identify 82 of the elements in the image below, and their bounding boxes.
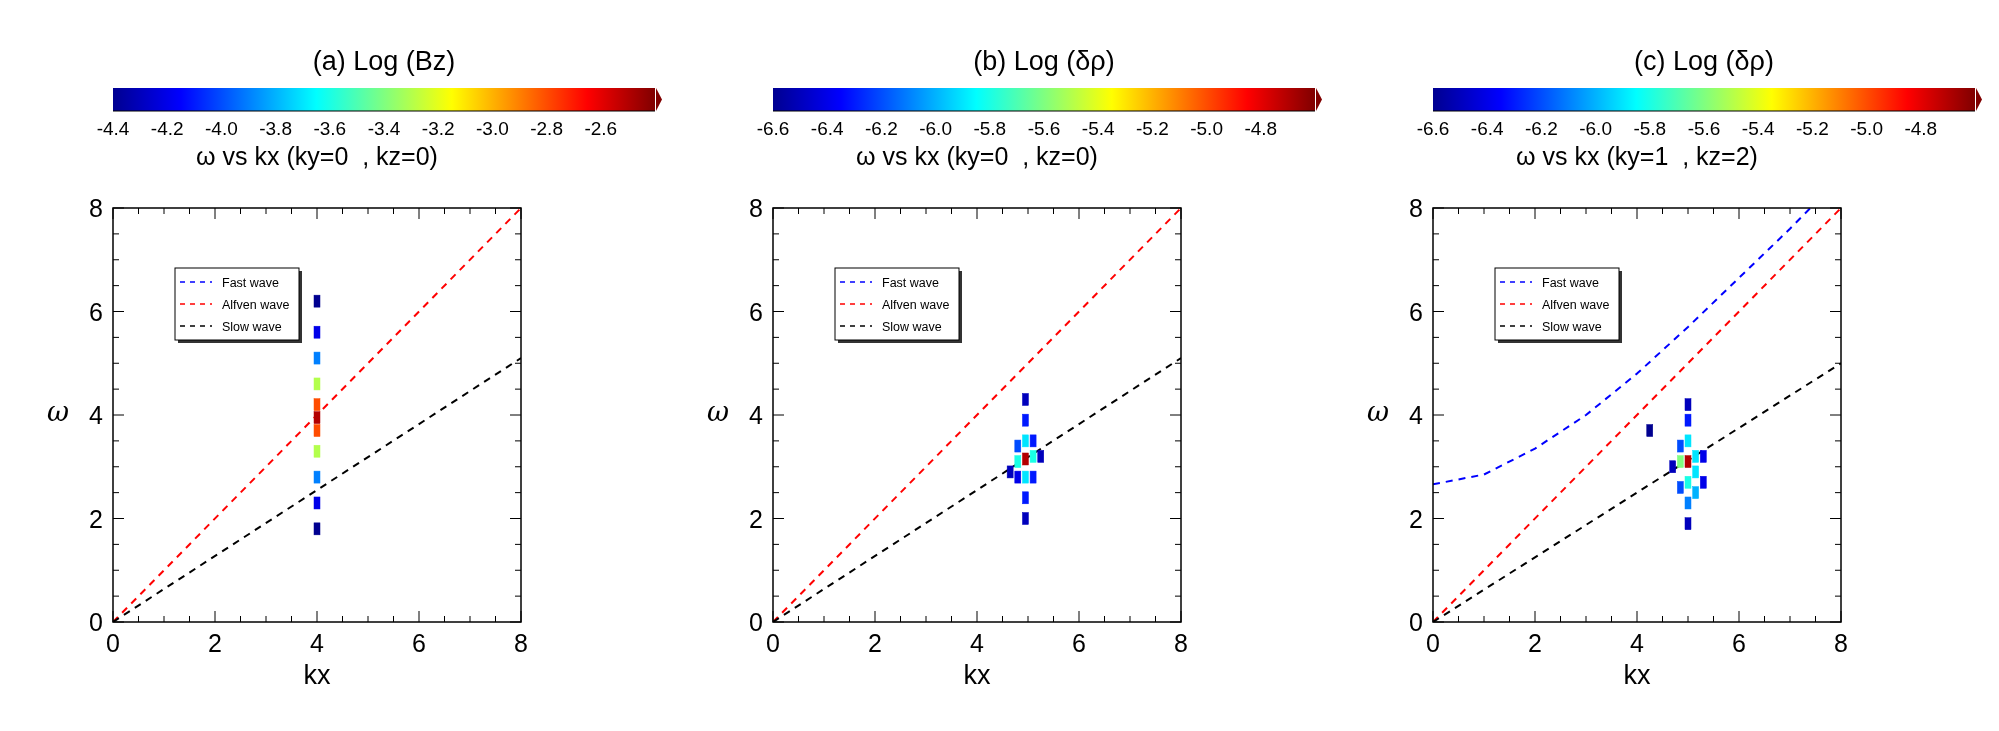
legend-label: Alfven wave [1542, 298, 1610, 312]
chart-title: (a) Log (Bz) [312, 46, 456, 76]
color-bar-label: -5.8 [1633, 118, 1667, 139]
x-tick-label: 6 [412, 629, 426, 657]
color-bar-label: -4.8 [1904, 118, 1938, 139]
color-bar-label: -5.2 [1796, 118, 1829, 139]
y-axis-title: ω [1366, 396, 1390, 427]
x-tick-label: 2 [868, 629, 882, 657]
color-bar-label: -3.8 [259, 118, 292, 139]
x-axis-title: kx [303, 660, 331, 690]
y-tick-label: 6 [1409, 297, 1423, 326]
y-tick-label: 2 [749, 504, 763, 533]
color-bar-label: -5.8 [973, 118, 1007, 139]
y-axis-title: ω [706, 396, 730, 427]
x-tick-label: 6 [1072, 629, 1086, 657]
chart-subtitle: ω vs kx (ky=0 , kz=0) [196, 142, 438, 170]
x-tick-label: 0 [1426, 629, 1440, 657]
legend-label: Slow wave [1542, 320, 1602, 334]
y-tick-label: 0 [89, 608, 103, 636]
text: -6.0 [919, 118, 952, 139]
y-tick-label: 6 [749, 297, 763, 326]
y-tick-label: 4 [1409, 401, 1424, 429]
text: -4.0 [205, 118, 238, 139]
color-bar-label: -5.6 [1687, 118, 1721, 139]
color-bar-label: -5.6 [1027, 118, 1061, 139]
color-bar-label: -6.6 [1416, 118, 1450, 139]
color-bar-label: -3.4 [367, 118, 401, 139]
color-bar-label: -3.6 [313, 118, 347, 139]
color-bar-label: -6.2 [865, 118, 898, 139]
color-bar-label: -5.2 [1136, 118, 1169, 139]
y-tick-label: 2 [89, 504, 103, 533]
x-tick-label: 0 [766, 629, 780, 657]
y-tick-label: 2 [1409, 504, 1423, 533]
y-tick-label: 6 [89, 297, 103, 326]
x-tick-label: 4 [970, 629, 985, 657]
chart-subtitle: ω vs kx (ky=1 , kz=2) [1516, 142, 1758, 170]
color-bar-label: -6.2 [1525, 118, 1558, 139]
x-tick-label: 8 [1174, 629, 1188, 657]
color-bar-label: -4.8 [1244, 118, 1278, 139]
x-tick-label: 0 [106, 629, 120, 657]
text: -5.0 [1190, 118, 1223, 139]
x-axis-title: kx [1623, 660, 1651, 690]
y-tick-label: 8 [89, 194, 103, 222]
y-tick-label: 0 [749, 608, 763, 636]
legend-label: Fast wave [882, 276, 940, 290]
x-tick-label: 4 [1630, 629, 1645, 657]
y-tick-label: 8 [749, 194, 763, 222]
x-tick-label: 6 [1732, 629, 1746, 657]
chart-title: (b) Log (δρ) [973, 46, 1115, 76]
color-bar-label: -5.4 [1741, 118, 1775, 139]
x-tick-label: 8 [514, 629, 528, 657]
color-bar-label: -2.8 [530, 118, 563, 139]
color-bar-label: -4.2 [150, 118, 184, 139]
text: -3.0 [476, 118, 509, 139]
line-series [1433, 208, 1812, 486]
x-tick-label: 8 [1834, 629, 1848, 657]
y-tick-label: 4 [89, 401, 104, 429]
y-axis-title: ω [46, 396, 70, 427]
color-bar-label: -5.4 [1081, 118, 1115, 139]
legend-label: Fast wave [1542, 276, 1600, 290]
y-tick-label: 0 [1409, 608, 1423, 636]
color-bar-label: -6.6 [756, 118, 790, 139]
color-bar-label: -4.4 [96, 118, 130, 139]
legend-label: Fast wave [222, 276, 280, 290]
text: -5.0 [1850, 118, 1883, 139]
legend-label: Alfven wave [222, 298, 290, 312]
y-tick-label: 4 [749, 401, 764, 429]
text: -6.0 [1579, 118, 1612, 139]
x-tick-label: 2 [1528, 629, 1542, 657]
color-bar-label: -3.2 [421, 118, 455, 139]
x-axis-title: kx [963, 660, 991, 690]
chart-title: (c) Log (δρ) [1634, 46, 1774, 76]
color-bar-label: -6.4 [1470, 118, 1504, 139]
chart-subtitle: ω vs kx (ky=0 , kz=0) [856, 142, 1098, 170]
x-tick-label: 2 [208, 629, 222, 657]
y-tick-label: 8 [1409, 194, 1423, 222]
x-tick-label: 4 [310, 629, 325, 657]
color-bar-label: -2.6 [584, 118, 618, 139]
legend-label: Alfven wave [882, 298, 950, 312]
color-bar-label: -6.4 [810, 118, 844, 139]
legend-label: Slow wave [882, 320, 942, 334]
legend-label: Slow wave [222, 320, 282, 334]
